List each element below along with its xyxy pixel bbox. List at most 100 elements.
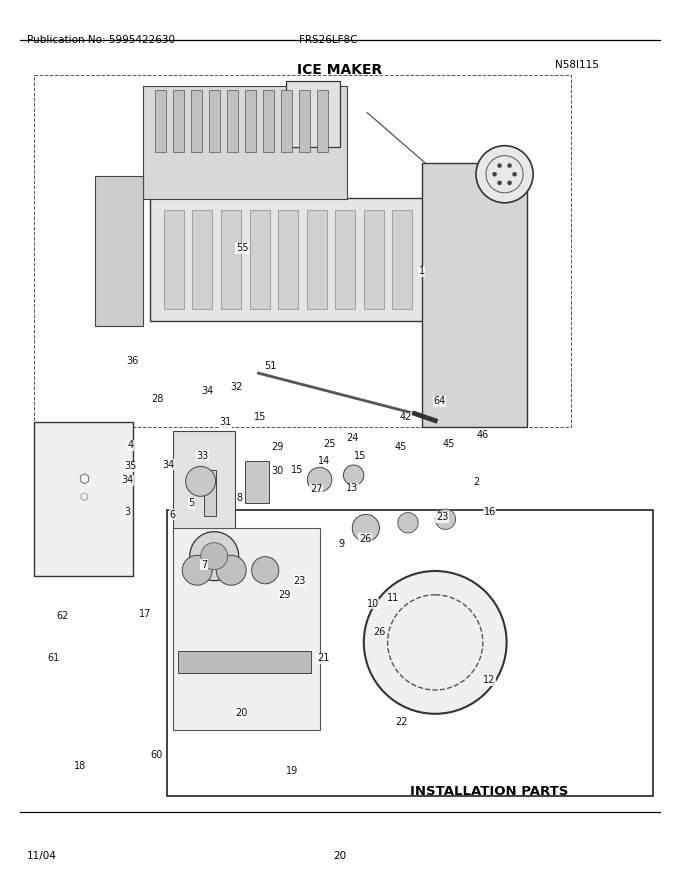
Circle shape bbox=[352, 515, 379, 541]
Text: 5: 5 bbox=[188, 498, 195, 509]
Text: N58I115: N58I115 bbox=[554, 60, 598, 70]
Circle shape bbox=[492, 172, 497, 177]
Text: 31: 31 bbox=[220, 417, 232, 428]
Circle shape bbox=[435, 509, 456, 530]
Text: 29: 29 bbox=[278, 590, 290, 600]
Circle shape bbox=[186, 466, 216, 496]
Circle shape bbox=[252, 557, 279, 583]
Text: INSTALLATION PARTS: INSTALLATION PARTS bbox=[411, 785, 568, 798]
Text: 3: 3 bbox=[124, 507, 131, 517]
Bar bbox=[178, 651, 311, 673]
Text: 10: 10 bbox=[367, 598, 379, 609]
Text: 36: 36 bbox=[126, 356, 139, 366]
Bar bbox=[364, 210, 384, 309]
Text: Publication No: 5995422630: Publication No: 5995422630 bbox=[27, 35, 175, 45]
Bar bbox=[34, 422, 133, 576]
Text: 13: 13 bbox=[346, 483, 358, 494]
Text: 20: 20 bbox=[235, 708, 248, 718]
Text: 28: 28 bbox=[152, 393, 164, 404]
Bar bbox=[245, 90, 256, 151]
Text: 25: 25 bbox=[324, 438, 336, 449]
Bar bbox=[245, 461, 269, 503]
Text: 26: 26 bbox=[359, 533, 371, 544]
Text: 46: 46 bbox=[477, 429, 489, 440]
Text: 30: 30 bbox=[271, 466, 284, 476]
Text: 11/04: 11/04 bbox=[27, 851, 57, 861]
Text: 32: 32 bbox=[231, 382, 243, 392]
Text: 27: 27 bbox=[310, 484, 322, 495]
Text: 45: 45 bbox=[395, 442, 407, 452]
Text: 17: 17 bbox=[139, 609, 151, 620]
Text: 60: 60 bbox=[150, 750, 163, 760]
Bar bbox=[221, 210, 241, 309]
Circle shape bbox=[216, 555, 246, 585]
Bar bbox=[286, 81, 340, 147]
Bar bbox=[34, 75, 571, 427]
Text: 20: 20 bbox=[333, 851, 347, 861]
Circle shape bbox=[190, 532, 239, 581]
Circle shape bbox=[364, 571, 507, 714]
Text: 15: 15 bbox=[254, 412, 267, 422]
Circle shape bbox=[497, 164, 502, 168]
Bar bbox=[262, 90, 274, 151]
Text: 1: 1 bbox=[418, 266, 425, 276]
Text: 18: 18 bbox=[74, 760, 86, 771]
Bar bbox=[204, 470, 216, 516]
Text: 14: 14 bbox=[318, 456, 330, 466]
Bar bbox=[150, 198, 435, 321]
Text: 6: 6 bbox=[169, 510, 176, 520]
Text: 51: 51 bbox=[265, 361, 277, 371]
Text: 11: 11 bbox=[387, 593, 399, 604]
Text: 62: 62 bbox=[56, 611, 69, 621]
Text: 61: 61 bbox=[47, 653, 59, 664]
Text: 35: 35 bbox=[124, 461, 137, 472]
Bar bbox=[422, 163, 527, 427]
Bar bbox=[155, 90, 166, 151]
Bar bbox=[307, 210, 326, 309]
Bar bbox=[191, 90, 202, 151]
Text: 33: 33 bbox=[197, 451, 209, 461]
Bar bbox=[143, 86, 347, 199]
Circle shape bbox=[476, 146, 533, 202]
Bar bbox=[95, 176, 143, 326]
Bar bbox=[173, 431, 235, 532]
Bar bbox=[278, 210, 298, 309]
Circle shape bbox=[512, 172, 517, 177]
Bar bbox=[167, 510, 653, 796]
Text: 16: 16 bbox=[483, 507, 496, 517]
Text: 23: 23 bbox=[293, 576, 305, 586]
Text: 9: 9 bbox=[338, 539, 345, 549]
Text: 8: 8 bbox=[236, 493, 243, 503]
Text: 55: 55 bbox=[236, 243, 248, 253]
Circle shape bbox=[497, 180, 502, 185]
Text: 7: 7 bbox=[201, 560, 207, 570]
Circle shape bbox=[307, 467, 332, 492]
Text: 4: 4 bbox=[127, 440, 134, 451]
Text: 2: 2 bbox=[473, 477, 479, 488]
Text: 23: 23 bbox=[436, 512, 448, 523]
Circle shape bbox=[201, 543, 228, 569]
Text: 34: 34 bbox=[163, 459, 175, 470]
Circle shape bbox=[182, 555, 212, 585]
Text: 34: 34 bbox=[201, 385, 214, 396]
Text: 26: 26 bbox=[373, 627, 386, 637]
Text: FRS26LF8C: FRS26LF8C bbox=[299, 35, 358, 45]
Bar bbox=[335, 210, 355, 309]
Bar bbox=[209, 90, 220, 151]
Circle shape bbox=[507, 180, 512, 185]
Bar bbox=[192, 210, 212, 309]
Bar bbox=[281, 90, 292, 151]
Circle shape bbox=[398, 512, 418, 533]
Bar bbox=[164, 210, 184, 309]
Text: 42: 42 bbox=[399, 412, 411, 422]
Bar bbox=[250, 210, 269, 309]
Circle shape bbox=[507, 164, 512, 168]
Text: 15: 15 bbox=[354, 451, 367, 461]
Text: ICE MAKER: ICE MAKER bbox=[297, 63, 383, 77]
Circle shape bbox=[343, 465, 364, 486]
Bar bbox=[173, 528, 320, 730]
Text: 34: 34 bbox=[122, 475, 134, 486]
Text: ⬡: ⬡ bbox=[80, 492, 88, 502]
Text: 15: 15 bbox=[291, 465, 303, 475]
Bar bbox=[317, 90, 328, 151]
